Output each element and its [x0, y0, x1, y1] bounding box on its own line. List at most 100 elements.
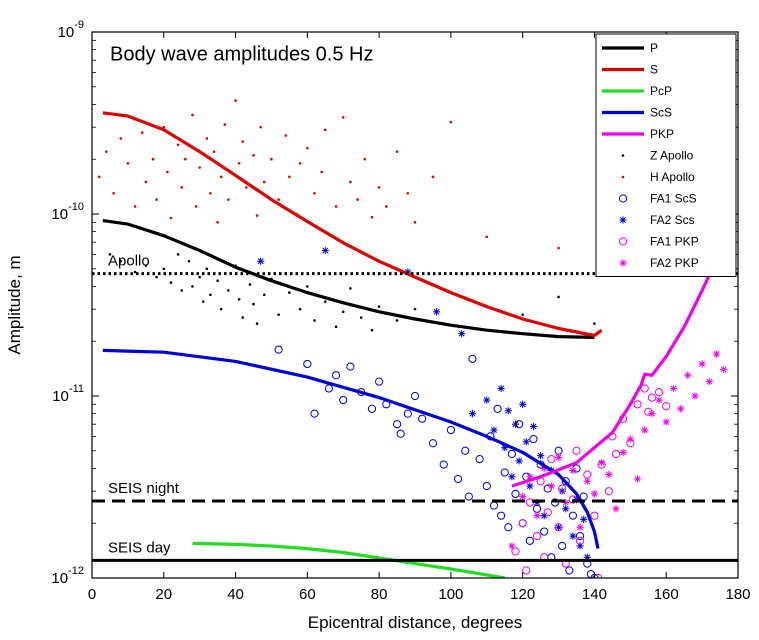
x-tick-label: 100: [438, 586, 463, 603]
point-fa1-scs: [568, 511, 578, 520]
point-fa2-scs: [554, 523, 563, 531]
legend-swatch: [621, 154, 625, 157]
point-z-apollo: [557, 295, 560, 299]
point-h-apollo: [406, 191, 410, 195]
point-h-apollo: [133, 205, 137, 208]
point-h-apollo: [259, 125, 262, 129]
point-h-apollo: [334, 205, 338, 208]
point-fa2-pkp: [583, 477, 591, 485]
point-h-apollo: [126, 161, 130, 165]
plot-frame: [91, 31, 739, 579]
point-fa2-pkp: [720, 365, 728, 374]
point-fa2-scs: [511, 420, 520, 428]
point-z-apollo: [306, 285, 309, 288]
legend-label: Z Apollo: [650, 149, 694, 163]
point-h-apollo: [119, 137, 123, 140]
series-line-pkp: [511, 217, 733, 488]
point-fa1-pkp: [611, 449, 621, 459]
point-fa2-scs: [529, 422, 538, 431]
point-h-apollo: [252, 154, 255, 157]
point-h-apollo: [298, 161, 302, 165]
point-h-apollo: [320, 170, 323, 174]
point-fa1-scs: [375, 377, 384, 386]
legend-label: H Apollo: [650, 170, 695, 184]
point-z-apollo: [277, 313, 280, 316]
reference-lines: Apollo SEIS night SEIS day: [92, 253, 738, 562]
point-h-apollo: [176, 143, 180, 147]
point-fa1-scs: [558, 541, 567, 551]
point-fa1-scs: [482, 481, 491, 491]
point-fa2-pkp: [655, 396, 663, 404]
x-tick-label: 80: [371, 586, 388, 603]
reference-label-seis-day: SEIS day: [108, 539, 171, 556]
point-z-apollo: [298, 307, 302, 311]
point-fa1-pkp: [547, 455, 556, 464]
legend-entry-h-apollo: H Apollo: [621, 170, 695, 184]
y-tick-label: 10-11: [52, 383, 84, 405]
point-fa1-pkp: [558, 484, 567, 493]
point-z-apollo: [593, 322, 596, 325]
point-fa1-scs: [331, 371, 341, 380]
point-h-apollo: [349, 180, 352, 184]
point-fa2-pkp: [590, 490, 599, 498]
series-fa2-pkp: [508, 350, 728, 550]
point-h-apollo: [198, 166, 201, 169]
point-fa1-scs: [511, 489, 520, 498]
point-fa1-pkp: [532, 531, 542, 541]
point-fa2-scs: [580, 515, 588, 523]
point-h-apollo: [151, 157, 155, 161]
point-fa1-pkp: [654, 388, 664, 397]
point-h-apollo: [223, 123, 227, 126]
point-z-apollo: [155, 275, 158, 279]
x-axis-label: Epicentral distance, degrees: [308, 613, 523, 632]
point-fa1-scs: [446, 425, 455, 435]
point-fa2-scs: [508, 473, 516, 481]
point-fa2-scs: [537, 452, 545, 460]
point-h-apollo: [485, 235, 489, 239]
point-z-apollo: [176, 253, 180, 256]
series-z-apollo: [108, 253, 596, 332]
point-z-apollo: [209, 293, 212, 297]
point-fa1-scs: [410, 391, 420, 401]
point-fa1-pkp: [640, 384, 649, 393]
point-fa2-scs: [569, 532, 577, 540]
point-fa2-pkp: [662, 418, 670, 426]
point-fa1-scs: [428, 439, 438, 448]
point-h-apollo: [162, 125, 166, 129]
point-fa1-pkp: [647, 393, 656, 402]
point-fa2-pkp: [633, 475, 642, 483]
point-z-apollo: [133, 270, 137, 274]
x-tick-label: 140: [582, 586, 607, 603]
point-z-apollo: [198, 275, 201, 279]
point-fa2-scs: [504, 407, 512, 415]
point-z-apollo: [144, 264, 148, 267]
point-z-apollo: [334, 325, 338, 329]
point-z-apollo: [219, 307, 223, 311]
legend-label: FA2 Scs: [650, 213, 695, 227]
point-fa2-pkp: [547, 482, 555, 490]
point-fa1-scs: [403, 409, 412, 418]
point-fa1-pkp: [593, 573, 603, 578]
legend-label: S: [650, 63, 658, 77]
point-h-apollo: [216, 221, 219, 224]
point-fa2-scs: [490, 426, 498, 434]
legend-label: PKP: [650, 127, 674, 141]
point-fa1-scs: [346, 362, 355, 371]
legend-entry-pcp: PcP: [602, 84, 672, 98]
point-h-apollo: [245, 186, 248, 189]
legend-label: ScS: [650, 106, 672, 120]
point-fa1-scs: [504, 523, 513, 532]
point-fa2-pkp: [533, 512, 541, 520]
x-tick-label: 0: [88, 586, 96, 603]
legend-swatch: [618, 194, 628, 203]
point-fa1-pkp: [590, 511, 599, 520]
point-z-apollo: [191, 285, 194, 288]
point-fa1-scs: [461, 446, 470, 455]
x-tick-label: 180: [725, 586, 750, 603]
legend-label: FA2 PKP: [650, 256, 699, 270]
point-fa2-scs: [562, 505, 570, 513]
point-z-apollo: [262, 293, 266, 297]
point-h-apollo: [557, 246, 560, 250]
point-h-apollo: [212, 150, 216, 153]
